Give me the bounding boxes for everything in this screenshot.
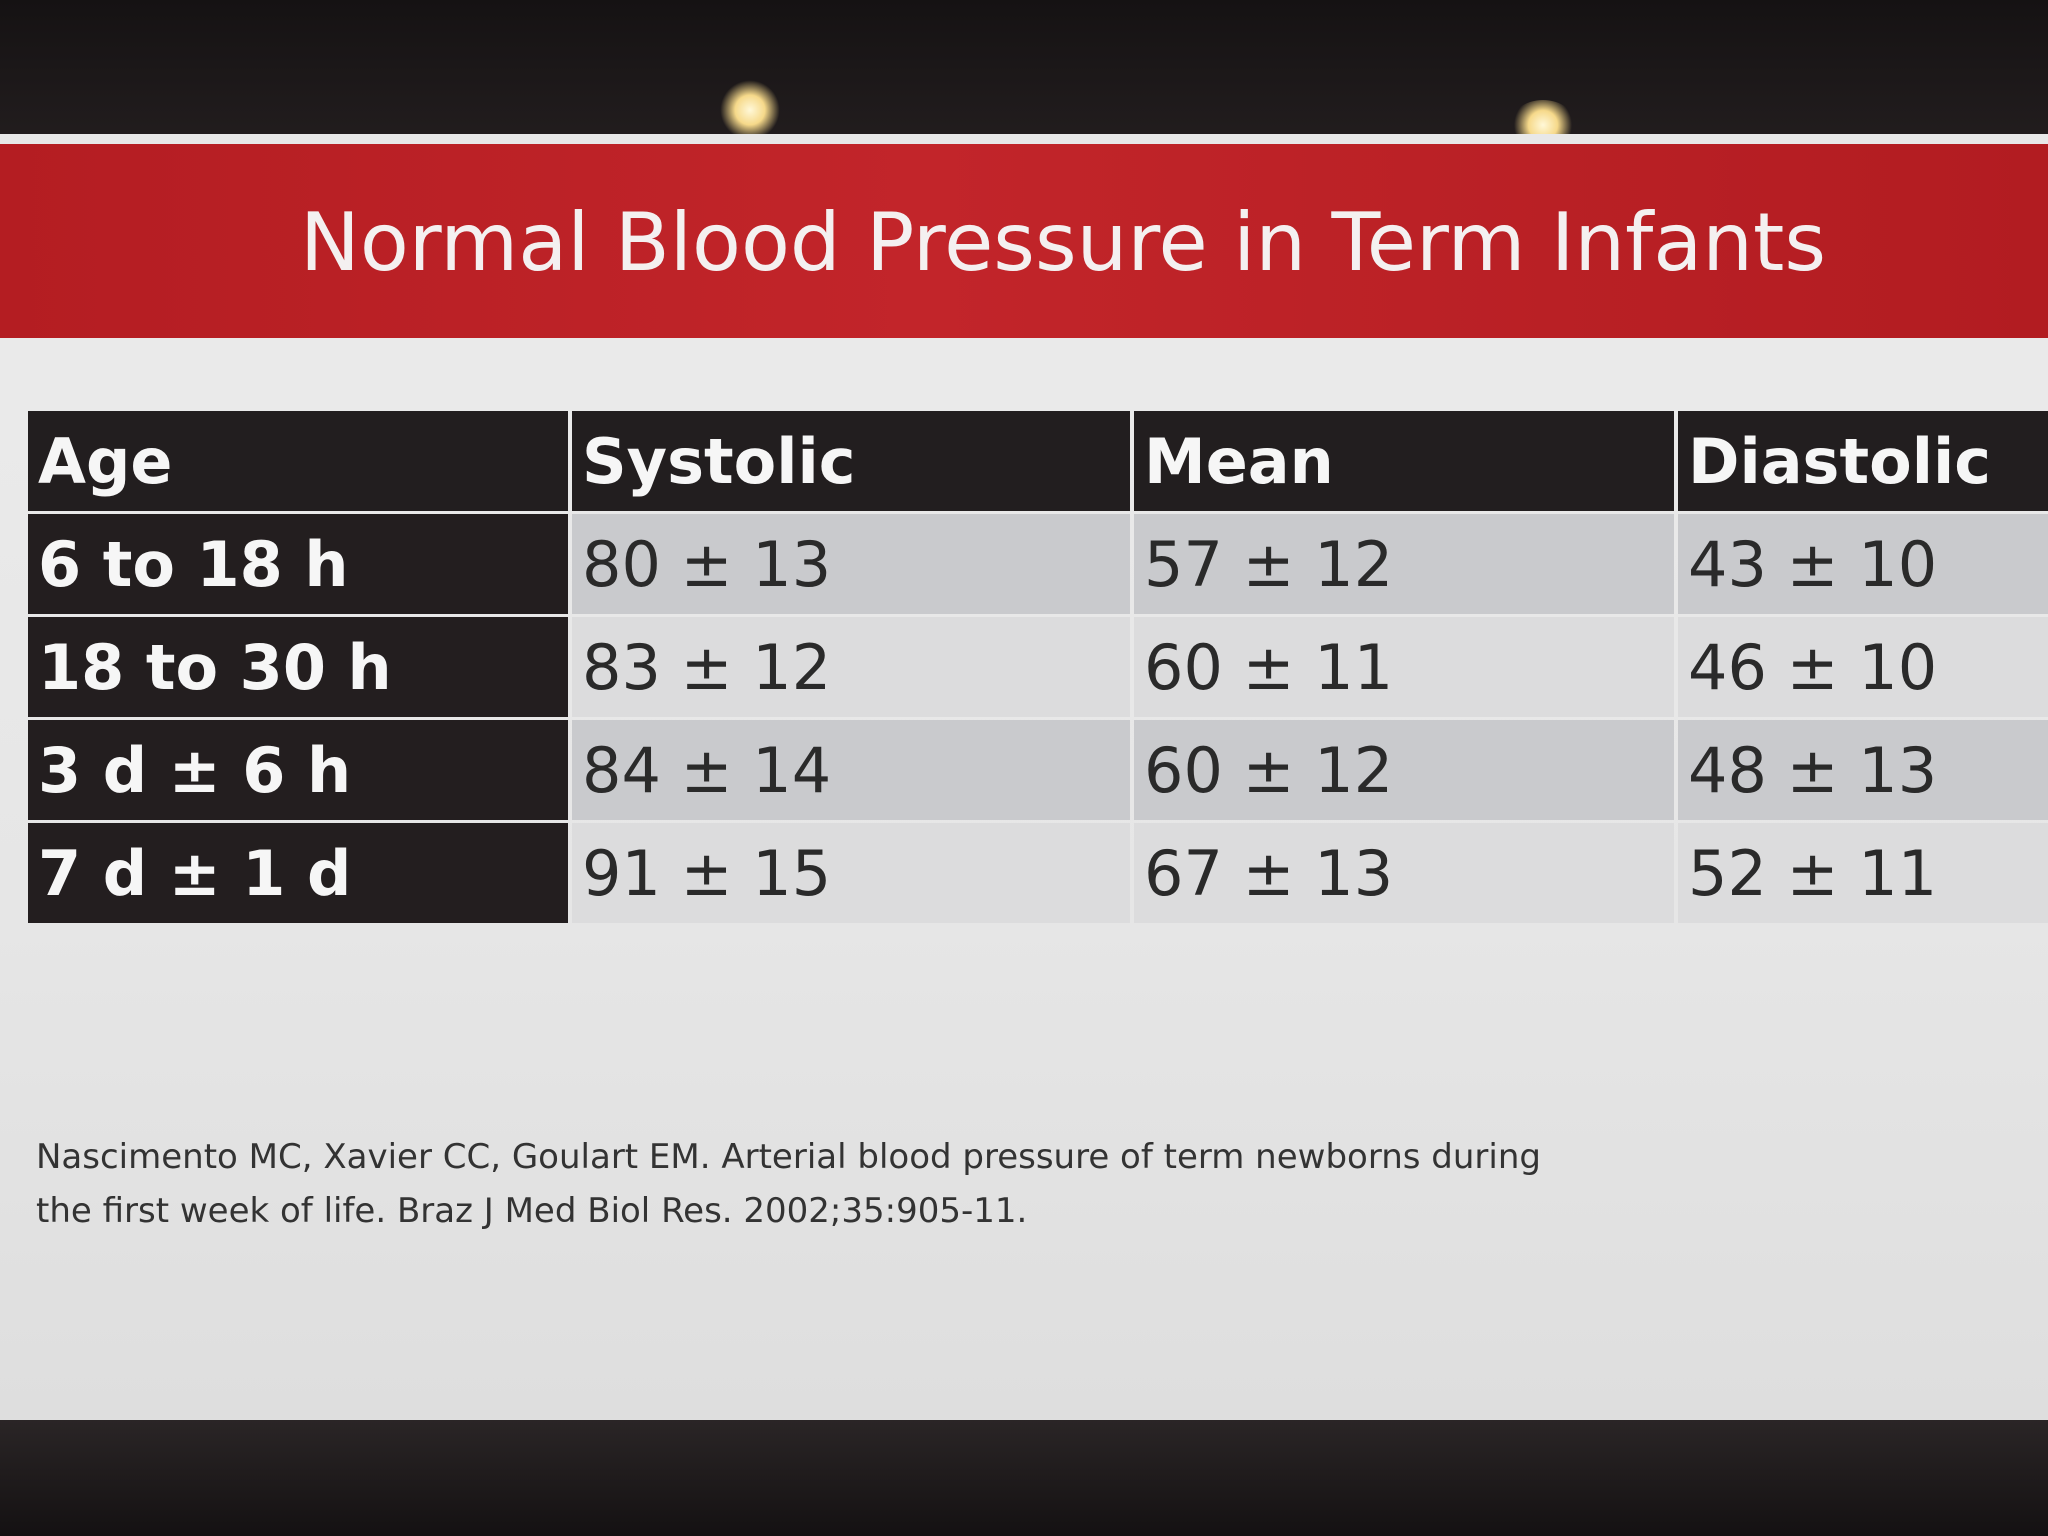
systolic-cell: 84 ± 14 (572, 720, 1130, 820)
diastolic-cell: 52 ± 11 (1678, 823, 2048, 923)
ceiling-light-glare (720, 80, 780, 140)
mean-cell: 67 ± 13 (1134, 823, 1674, 923)
title-band: Normal Blood Pressure in Term Infants (0, 144, 2048, 338)
diastolic-cell: 46 ± 10 (1678, 617, 2048, 717)
age-cell: 18 to 30 h (28, 617, 568, 717)
slide-top-border (0, 134, 2048, 144)
diastolic-cell: 43 ± 10 (1678, 514, 2048, 614)
table-row: 7 d ± 1 d 91 ± 15 67 ± 13 52 ± 11 (28, 823, 2048, 923)
citation: Nascimento MC, Xavier CC, Goulart EM. Ar… (36, 1130, 1541, 1238)
citation-line-2: the first week of life. Braz J Med Biol … (36, 1191, 1028, 1231)
column-header-mean: Mean (1134, 411, 1674, 511)
table-row: 18 to 30 h 83 ± 12 60 ± 11 46 ± 10 (28, 617, 2048, 717)
systolic-cell: 91 ± 15 (572, 823, 1130, 923)
table-header-row: Age Systolic Mean Diastolic (28, 411, 2048, 511)
room-background-bottom (0, 1420, 2048, 1536)
slide-title: Normal Blood Pressure in Term Infants (300, 196, 1827, 289)
age-cell: 6 to 18 h (28, 514, 568, 614)
age-cell: 3 d ± 6 h (28, 720, 568, 820)
mean-cell: 60 ± 12 (1134, 720, 1674, 820)
room-background-top (0, 0, 2048, 140)
blood-pressure-table: Age Systolic Mean Diastolic 6 to 18 h 80… (24, 408, 2048, 926)
table-row: 6 to 18 h 80 ± 13 57 ± 12 43 ± 10 (28, 514, 2048, 614)
systolic-cell: 80 ± 13 (572, 514, 1130, 614)
diastolic-cell: 48 ± 13 (1678, 720, 2048, 820)
table-row: 3 d ± 6 h 84 ± 14 60 ± 12 48 ± 13 (28, 720, 2048, 820)
column-header-age: Age (28, 411, 568, 511)
citation-line-1: Nascimento MC, Xavier CC, Goulart EM. Ar… (36, 1137, 1541, 1177)
mean-cell: 57 ± 12 (1134, 514, 1674, 614)
systolic-cell: 83 ± 12 (572, 617, 1130, 717)
column-header-systolic: Systolic (572, 411, 1130, 511)
age-cell: 7 d ± 1 d (28, 823, 568, 923)
mean-cell: 60 ± 11 (1134, 617, 1674, 717)
column-header-diastolic: Diastolic (1678, 411, 2048, 511)
